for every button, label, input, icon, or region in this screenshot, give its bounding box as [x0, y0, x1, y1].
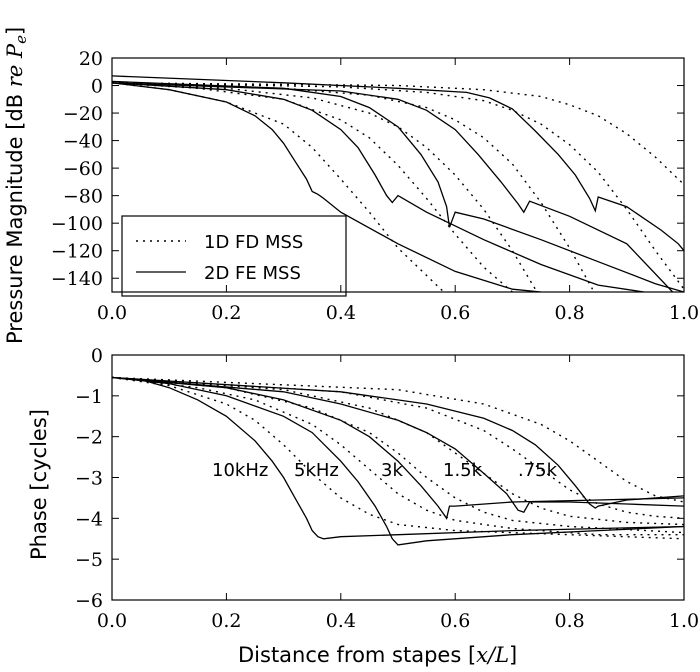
phase-series-dotted-5 [112, 376, 684, 503]
magnitude-series-dotted-3 [112, 82, 594, 290]
phase-xtick-label: 0.0 [97, 610, 127, 632]
phase-ytick-label: −2 [75, 427, 103, 449]
legend-label-2d: 2D FE MSS [204, 263, 301, 284]
phase-series-solid-9 [112, 376, 684, 513]
magnitude-series-dotted-4 [112, 82, 684, 290]
phase-series-solid-7 [112, 376, 684, 546]
phase-series-solid-10 [112, 376, 684, 509]
magnitude-ytick-label: −40 [63, 131, 103, 153]
phase-ytick-label: −4 [75, 508, 103, 530]
phase-ytick-label: −3 [75, 468, 103, 490]
magnitude-xtick-label: 1.0 [669, 302, 699, 324]
annotation-0-75k: .75k [518, 460, 558, 481]
magnitude-series-solid-8 [112, 80, 684, 292]
magnitude-ytick-label: −140 [51, 268, 103, 290]
annotation-10khz: 10kHz [212, 460, 268, 481]
phase-y-axis-label: Phase [cycles] [27, 409, 51, 560]
magnitude-panel: 1D FD MSS 2D FE MSS 0.0 0.2 0.4 0.6 0.8 1.0 20… [3, 27, 699, 344]
phase-xtick-label: 0.6 [440, 610, 470, 632]
phase-ytick-label: −1 [75, 386, 103, 408]
magnitude-xtick-label: 0.6 [440, 302, 470, 324]
annotation-3k: 3k [381, 460, 403, 481]
magnitude-y-axis-label: Pressure Magnitude [dB re Pe] [3, 27, 30, 344]
magnitude-ticks: 0.0 0.2 0.4 0.6 0.8 1.0 20 0 −20 −40 −60 −80 −100 −12… [51, 48, 699, 324]
magnitude-ytick-label: −100 [51, 213, 103, 235]
phase-xtick-label: 1.0 [669, 610, 699, 632]
phase-ticks: 0.0 0.2 0.4 0.6 0.8 1.0 0 −1 −2 −3 −4 −5 −6 [75, 345, 699, 632]
phase-ytick-label: −6 [75, 590, 103, 612]
magnitude-xtick-label: 0.0 [97, 302, 127, 324]
phase-series-solid-6 [112, 376, 684, 540]
phase-series-dotted-2 [112, 376, 684, 534]
magnitude-series-group [112, 75, 684, 292]
legend-box [121, 215, 347, 297]
magnitude-ytick-label: 0 [91, 76, 103, 98]
phase-series-dotted-4 [112, 376, 684, 519]
annotation-1-5k: 1.5k [443, 460, 483, 481]
magnitude-ytick-label: −20 [63, 103, 103, 125]
phase-ytick-label: −5 [75, 549, 103, 571]
phase-series-dotted-0 [112, 376, 684, 540]
magnitude-series-dotted-2 [112, 82, 536, 290]
magnitude-series-solid-10 [112, 75, 684, 252]
phase-ytick-label: 0 [91, 345, 103, 367]
magnitude-xtick-label: 0.8 [554, 302, 584, 324]
magnitude-ytick-label: −120 [51, 241, 103, 263]
magnitude-ytick-label: −60 [63, 158, 103, 180]
magnitude-series-dotted-5 [112, 82, 684, 186]
magnitude-xtick-label: 0.4 [326, 302, 356, 324]
magnitude-ytick-label: −80 [63, 186, 103, 208]
magnitude-xtick-label: 0.2 [211, 302, 241, 324]
phase-panel: 0.0 0.2 0.4 0.6 0.8 1.0 0 −1 −2 −3 −4 −5 −6 10kHz 5k… [27, 345, 699, 667]
phase-series-solid-8 [112, 376, 684, 520]
x-axis-label: Distance from stapes [x/L] [238, 643, 517, 667]
magnitude-plot-frame [111, 57, 685, 293]
magnitude-series-solid-7 [112, 82, 645, 292]
phase-xtick-label: 0.8 [554, 610, 584, 632]
magnitude-ytick-label: 20 [79, 48, 103, 70]
phase-series-group [112, 376, 684, 546]
phase-xtick-label: 0.4 [326, 610, 356, 632]
annotation-5khz: 5kHz [294, 460, 339, 481]
phase-xtick-label: 0.2 [211, 610, 241, 632]
legend-label-1d: 1D FD MSS [204, 232, 303, 253]
magnitude-series-solid-9 [112, 82, 674, 292]
phase-series-dotted-1 [112, 376, 684, 536]
magnitude-series-solid-6 [112, 82, 542, 292]
